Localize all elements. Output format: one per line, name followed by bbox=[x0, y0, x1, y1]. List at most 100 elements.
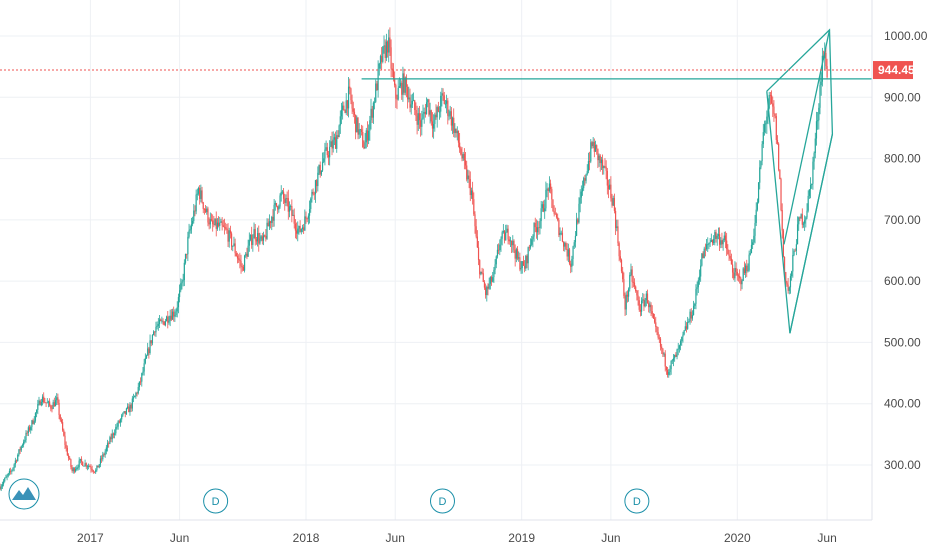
time-axis[interactable]: 2017 Jun 2018 Jun 2019 Jun 2020 Jun bbox=[77, 531, 837, 545]
candle-body bbox=[640, 300, 643, 312]
candle-body bbox=[103, 454, 105, 456]
candle-body bbox=[427, 99, 429, 103]
candle-body bbox=[416, 115, 418, 125]
candle-body bbox=[238, 258, 240, 260]
candle-body bbox=[762, 132, 764, 145]
candle-body bbox=[441, 93, 443, 96]
candle-body bbox=[558, 220, 560, 236]
candle-body bbox=[414, 100, 416, 111]
candle-body bbox=[809, 185, 812, 190]
candle-body bbox=[506, 228, 508, 233]
candle-body bbox=[137, 387, 139, 394]
candle-body bbox=[661, 346, 663, 349]
candle-body bbox=[455, 128, 457, 134]
candle-body bbox=[553, 211, 555, 214]
candle-body bbox=[612, 198, 614, 206]
candle-body bbox=[317, 172, 319, 187]
trend-drawings[interactable] bbox=[361, 28, 872, 334]
candle-body bbox=[97, 465, 99, 468]
candle-body bbox=[412, 100, 415, 102]
candle-body bbox=[378, 63, 380, 69]
dividend-marker[interactable] bbox=[203, 488, 229, 514]
candle-body bbox=[39, 400, 41, 406]
candle-body bbox=[271, 216, 273, 223]
candle-body bbox=[795, 244, 797, 251]
candle-body bbox=[249, 234, 252, 240]
candle-body bbox=[540, 208, 542, 222]
candle-body bbox=[799, 217, 801, 219]
candle-body bbox=[494, 264, 496, 270]
candle-body bbox=[286, 197, 288, 199]
candle-body bbox=[129, 404, 131, 413]
candle-body bbox=[481, 271, 483, 274]
candle-body bbox=[740, 278, 742, 285]
candle-body bbox=[547, 188, 549, 191]
candle-body bbox=[694, 303, 696, 306]
candle-body bbox=[63, 430, 65, 436]
y-tick-label: 700.00 bbox=[884, 213, 921, 227]
candle-body bbox=[717, 234, 719, 236]
candle-body bbox=[79, 458, 81, 461]
candle-body bbox=[258, 233, 260, 244]
candle-body bbox=[423, 111, 425, 114]
candle-body bbox=[115, 427, 117, 434]
candle-body bbox=[560, 232, 562, 234]
candle-body bbox=[555, 214, 558, 218]
candle-body bbox=[319, 164, 321, 175]
tradingview-logo[interactable] bbox=[8, 478, 40, 510]
candle-body bbox=[451, 117, 454, 126]
candle-body bbox=[573, 242, 575, 247]
trend-line[interactable] bbox=[789, 133, 834, 334]
dividend-marker[interactable] bbox=[429, 488, 455, 514]
candle-body bbox=[657, 332, 659, 338]
candle-body bbox=[690, 311, 692, 319]
candle-body bbox=[651, 311, 653, 314]
candle-body bbox=[703, 248, 705, 259]
candle-body bbox=[119, 419, 122, 423]
candle-body bbox=[818, 107, 820, 121]
candle-body bbox=[51, 408, 53, 410]
candle-body bbox=[487, 286, 489, 289]
x-tick-label: Jun bbox=[170, 531, 189, 545]
candle-body bbox=[756, 202, 758, 210]
candle-body bbox=[6, 475, 8, 478]
candle-body bbox=[12, 467, 14, 471]
candles bbox=[0, 27, 828, 492]
candle-body bbox=[20, 446, 22, 451]
candle-body bbox=[277, 206, 279, 210]
candle-body bbox=[161, 320, 163, 322]
candle-body bbox=[232, 245, 234, 247]
candle-body bbox=[121, 415, 123, 420]
candle-body bbox=[545, 189, 547, 209]
candle-body bbox=[346, 100, 348, 109]
candle-body bbox=[58, 402, 60, 415]
candle-body bbox=[417, 113, 419, 125]
candle-body bbox=[141, 373, 143, 382]
price-axis[interactable]: 1000.00 900.00 800.00 700.00 600.00 500.00 400… bbox=[884, 29, 928, 472]
candle-body bbox=[551, 189, 553, 200]
candle-body bbox=[739, 276, 741, 279]
trend-line[interactable] bbox=[783, 29, 831, 245]
candle-body bbox=[147, 348, 149, 356]
candle-body bbox=[27, 427, 29, 434]
candle-body bbox=[311, 191, 313, 199]
candle-body bbox=[633, 282, 636, 287]
candle-body bbox=[105, 447, 107, 452]
candle-body bbox=[327, 155, 330, 158]
candle-body bbox=[373, 101, 376, 103]
dividend-marker[interactable] bbox=[624, 488, 650, 514]
candle-body bbox=[324, 149, 326, 159]
candle-body bbox=[476, 236, 478, 248]
y-tick-label: 400.00 bbox=[884, 397, 921, 411]
candle-body bbox=[221, 221, 223, 226]
candle-body bbox=[178, 290, 181, 298]
candle-body bbox=[37, 404, 39, 410]
candle-body bbox=[644, 300, 646, 307]
candle-body bbox=[431, 121, 434, 129]
candle-body bbox=[752, 242, 754, 245]
candle-body bbox=[251, 234, 253, 245]
y-tick-label: 500.00 bbox=[884, 335, 921, 349]
candle-body bbox=[399, 82, 402, 87]
